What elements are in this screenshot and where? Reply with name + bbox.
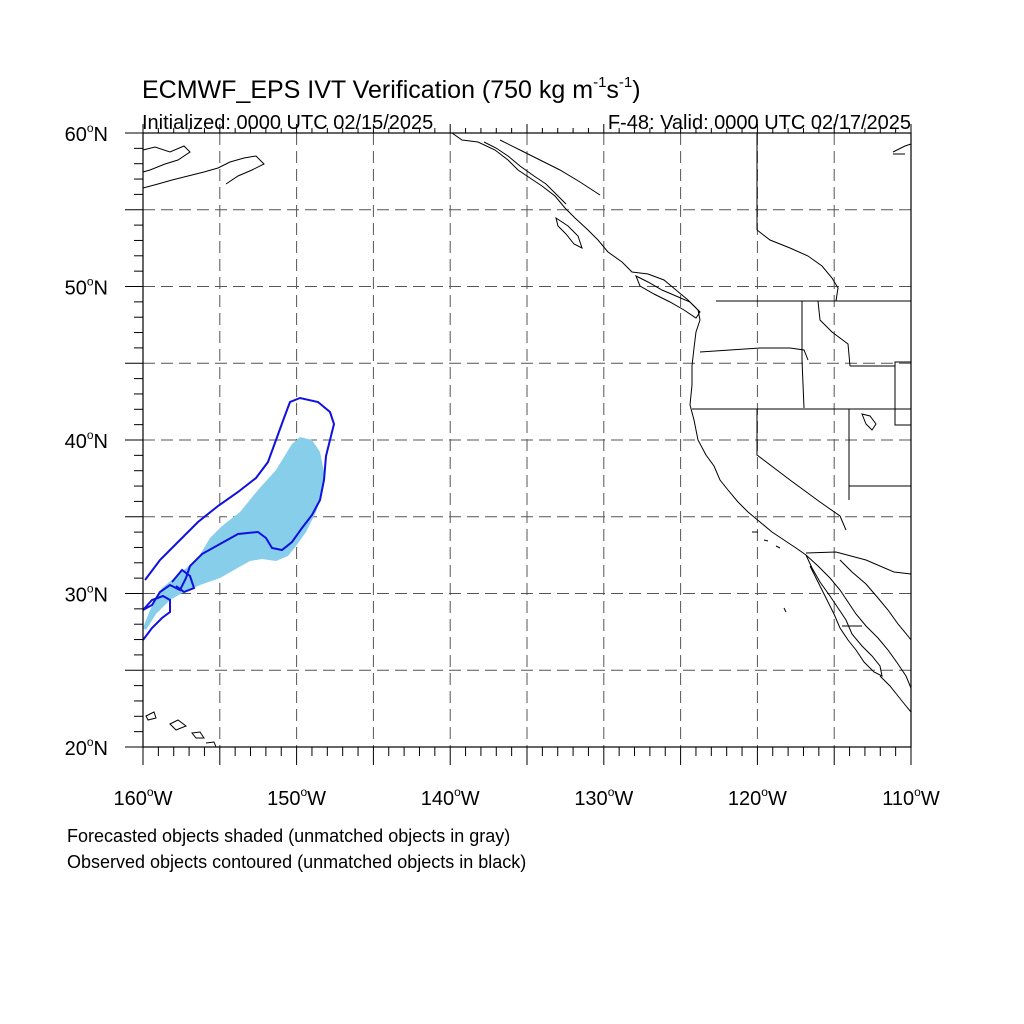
idaho-border	[801, 300, 851, 409]
great-salt-lake	[861, 413, 877, 431]
coastline-baja	[805, 554, 883, 677]
longitude-labels: 160oW 150oW 140oW 130oW 120oW 110oW	[114, 785, 940, 810]
map-frame	[142, 132, 912, 748]
longitude-label: 140oW	[421, 785, 480, 810]
longitude-label: 120oW	[728, 785, 787, 810]
bc-alberta-border	[756, 229, 839, 302]
legend-forecast-note: Forecasted objects shaded (unmatched obj…	[67, 826, 511, 846]
wyoming-border	[850, 361, 911, 426]
forecast-object-gap	[214, 476, 266, 520]
latitude-label: 40oN	[65, 428, 108, 453]
latitude-labels: 20oN 30oN 40oN 50oN 60oN	[65, 121, 108, 760]
observed-ivt-contour-kink	[171, 568, 196, 594]
alaska-bc-border	[499, 139, 601, 196]
canada-east-coast	[892, 143, 912, 155]
coastline-alaska-peninsula	[142, 145, 265, 189]
coastline-mexico-mainland	[879, 675, 912, 713]
washington-oregon-border	[699, 347, 809, 361]
longitude-label: 130oW	[574, 785, 633, 810]
observed-ivt-contour	[142, 396, 336, 611]
observed-ivt-contour-lower	[142, 594, 171, 641]
latitude-label: 20oN	[65, 735, 108, 760]
coastline-gulf-california	[839, 559, 912, 641]
vancouver-island	[635, 274, 701, 319]
latitude-label: 50oN	[65, 275, 108, 300]
coastline-alaska-southeast	[483, 141, 567, 205]
map-title: ECMWF_EPS IVT Verification (750 kg m-1s-…	[142, 74, 641, 104]
haida-gwaii	[555, 216, 583, 249]
axis-ticks	[125, 124, 912, 765]
channel-islands	[752, 531, 787, 613]
legend-observed-note: Observed objects contoured (unmatched ob…	[67, 852, 527, 872]
us-mexico-border	[805, 551, 912, 575]
hawaii-islands	[145, 711, 217, 748]
california-nevada-border	[756, 409, 847, 531]
latitude-label: 30oN	[65, 582, 108, 607]
map-area	[125, 124, 912, 765]
forecast-ivt-object	[143, 437, 324, 630]
longitude-label: 150oW	[267, 785, 326, 810]
longitude-label: 160oW	[114, 785, 173, 810]
init-time-label: Initialized: 0000 UTC 02/15/2025	[142, 112, 433, 134]
valid-time-label: F-48: Valid: 0000 UTC 02/17/2025	[608, 112, 911, 134]
longitude-label: 110oW	[882, 785, 940, 810]
coastline-north-america	[451, 132, 912, 689]
latitude-label: 60oN	[65, 121, 108, 146]
political-boundaries	[499, 133, 912, 627]
